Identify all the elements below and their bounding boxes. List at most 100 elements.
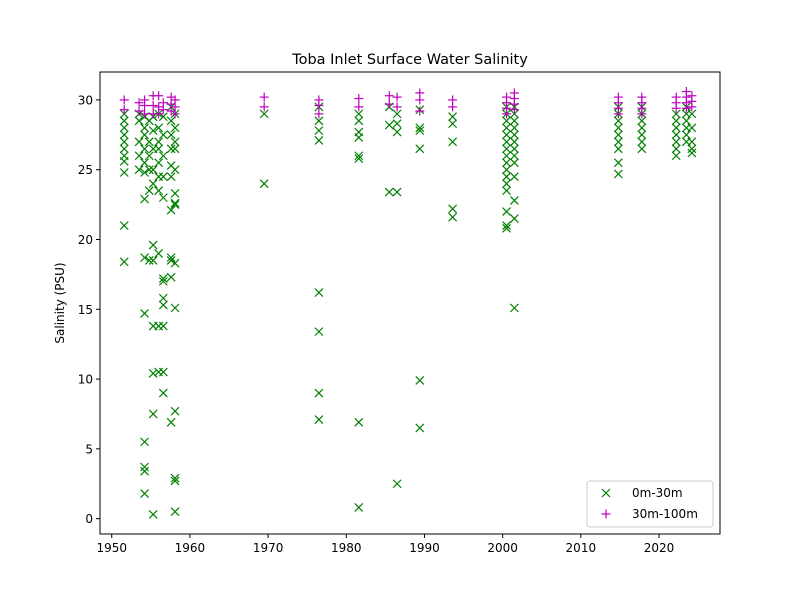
data-point	[314, 100, 324, 110]
data-point	[119, 116, 129, 126]
data-point	[448, 212, 458, 222]
data-point	[154, 158, 164, 168]
data-point	[140, 309, 149, 318]
data-point	[148, 510, 158, 519]
data-point	[613, 144, 623, 154]
series-30m-100m	[119, 87, 697, 119]
data-point	[140, 489, 149, 498]
data-point	[158, 321, 168, 331]
data-point	[170, 198, 180, 208]
data-point	[613, 158, 623, 168]
data-point	[154, 186, 164, 196]
legend-marker-30m-100m	[601, 509, 611, 519]
data-point	[415, 95, 425, 105]
data-point	[166, 417, 176, 427]
legend-label-0m-30m: 0m-30m	[632, 486, 683, 500]
legend-label-30m-100m: 30m-100m	[632, 507, 698, 521]
legend: 0m-30m 30m-100m	[586, 480, 714, 528]
y-tick-label: 25	[78, 163, 93, 177]
data-point	[687, 144, 697, 154]
data-point	[448, 102, 458, 112]
data-point	[158, 193, 168, 203]
data-point	[148, 100, 158, 110]
data-point	[140, 194, 149, 204]
data-point	[354, 417, 364, 427]
data-point	[170, 109, 180, 119]
data-point	[158, 300, 168, 310]
y-tick-label: 20	[78, 233, 93, 247]
data-point	[415, 123, 425, 133]
data-point	[259, 109, 269, 119]
data-point	[384, 187, 394, 197]
data-point	[140, 462, 149, 472]
data-point	[148, 126, 158, 136]
data-point	[134, 98, 144, 108]
data-point	[502, 158, 511, 168]
data-point	[502, 186, 511, 196]
data-point	[354, 102, 364, 112]
data-point	[509, 123, 519, 133]
x-tick-label: 2010	[566, 541, 597, 555]
data-point	[671, 137, 681, 147]
data-point	[154, 91, 164, 101]
x-tick-label: 1950	[96, 541, 127, 555]
data-point	[119, 105, 129, 115]
data-point	[502, 123, 511, 133]
data-point	[166, 144, 176, 154]
data-point	[170, 165, 180, 175]
data-point	[119, 137, 129, 147]
data-point	[144, 165, 154, 175]
data-point	[509, 137, 519, 147]
data-point	[314, 388, 324, 398]
data-point	[509, 172, 519, 182]
data-point	[671, 103, 681, 113]
data-point	[170, 200, 180, 210]
data-point	[134, 165, 144, 175]
data-point	[170, 137, 180, 147]
data-point	[170, 258, 180, 268]
data-point	[119, 95, 129, 105]
y-tick-label: 0	[85, 512, 93, 526]
data-point	[119, 144, 129, 154]
data-point	[134, 116, 144, 126]
data-point	[158, 276, 168, 286]
data-point	[314, 327, 324, 337]
plot-marks	[119, 87, 697, 519]
data-point	[158, 172, 168, 182]
data-point	[613, 109, 623, 119]
data-point	[448, 204, 458, 214]
data-point	[502, 137, 511, 147]
data-point	[502, 172, 511, 182]
data-point	[502, 179, 511, 189]
data-point	[392, 187, 402, 197]
y-tick-label: 5	[85, 442, 93, 456]
data-point	[502, 165, 511, 175]
x-tick-label: 2020	[644, 541, 675, 555]
data-point	[166, 256, 176, 265]
data-point	[154, 123, 164, 133]
data-point	[687, 148, 697, 158]
data-point	[140, 100, 150, 110]
data-point	[170, 303, 180, 313]
data-point	[144, 186, 154, 196]
data-point	[415, 423, 425, 433]
legend-box	[586, 480, 714, 528]
data-point	[166, 116, 176, 126]
data-point	[448, 137, 458, 147]
data-point	[170, 473, 180, 483]
data-point	[681, 103, 691, 113]
data-point	[392, 92, 402, 102]
data-point	[134, 106, 144, 116]
data-point	[158, 130, 168, 140]
data-point	[148, 409, 158, 419]
x-tick-label: 1960	[175, 541, 206, 555]
data-point	[392, 119, 402, 129]
data-point	[140, 158, 149, 168]
data-point	[148, 179, 158, 189]
y-axis: 0 5 10 15 20 25 30	[78, 93, 100, 526]
data-point	[354, 109, 364, 119]
data-point	[144, 137, 154, 147]
data-point	[158, 293, 168, 303]
data-point	[637, 109, 647, 119]
data-point	[154, 109, 164, 119]
